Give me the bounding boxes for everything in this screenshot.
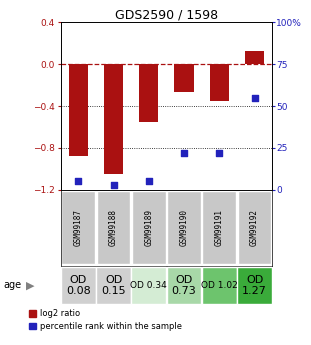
Text: ▶: ▶: [26, 280, 35, 290]
Text: OD 1.02: OD 1.02: [201, 281, 238, 290]
Point: [111, 182, 116, 187]
Bar: [238, 191, 272, 264]
Bar: [61, 267, 95, 304]
Legend: log2 ratio, percentile rank within the sample: log2 ratio, percentile rank within the s…: [29, 309, 182, 331]
Bar: [167, 191, 201, 264]
Point: [252, 95, 257, 100]
Bar: [167, 267, 201, 304]
Point: [217, 150, 222, 156]
Bar: [132, 191, 166, 264]
Text: OD
1.27: OD 1.27: [242, 275, 267, 296]
Text: GSM99187: GSM99187: [74, 209, 83, 246]
Bar: [237, 267, 272, 304]
Bar: [210, 64, 229, 101]
Text: age: age: [3, 280, 21, 290]
Point: [76, 179, 81, 184]
Bar: [202, 267, 237, 304]
Text: GSM99189: GSM99189: [144, 209, 153, 246]
Bar: [245, 51, 264, 64]
Bar: [96, 267, 131, 304]
Point: [146, 179, 151, 184]
Bar: [202, 191, 236, 264]
Text: GSM99190: GSM99190: [179, 209, 188, 246]
Text: GSM99188: GSM99188: [109, 209, 118, 246]
Bar: [139, 64, 158, 122]
Text: OD
0.15: OD 0.15: [101, 275, 126, 296]
Text: GSM99192: GSM99192: [250, 209, 259, 246]
Bar: [61, 191, 95, 264]
Text: OD
0.08: OD 0.08: [66, 275, 91, 296]
Text: OD
0.73: OD 0.73: [172, 275, 196, 296]
Bar: [104, 64, 123, 174]
Text: GSM99191: GSM99191: [215, 209, 224, 246]
Text: OD 0.34: OD 0.34: [130, 281, 167, 290]
Bar: [97, 191, 130, 264]
Bar: [68, 64, 88, 156]
Title: GDS2590 / 1598: GDS2590 / 1598: [115, 8, 218, 21]
Bar: [174, 64, 194, 92]
Point: [182, 150, 187, 156]
Bar: [132, 267, 166, 304]
